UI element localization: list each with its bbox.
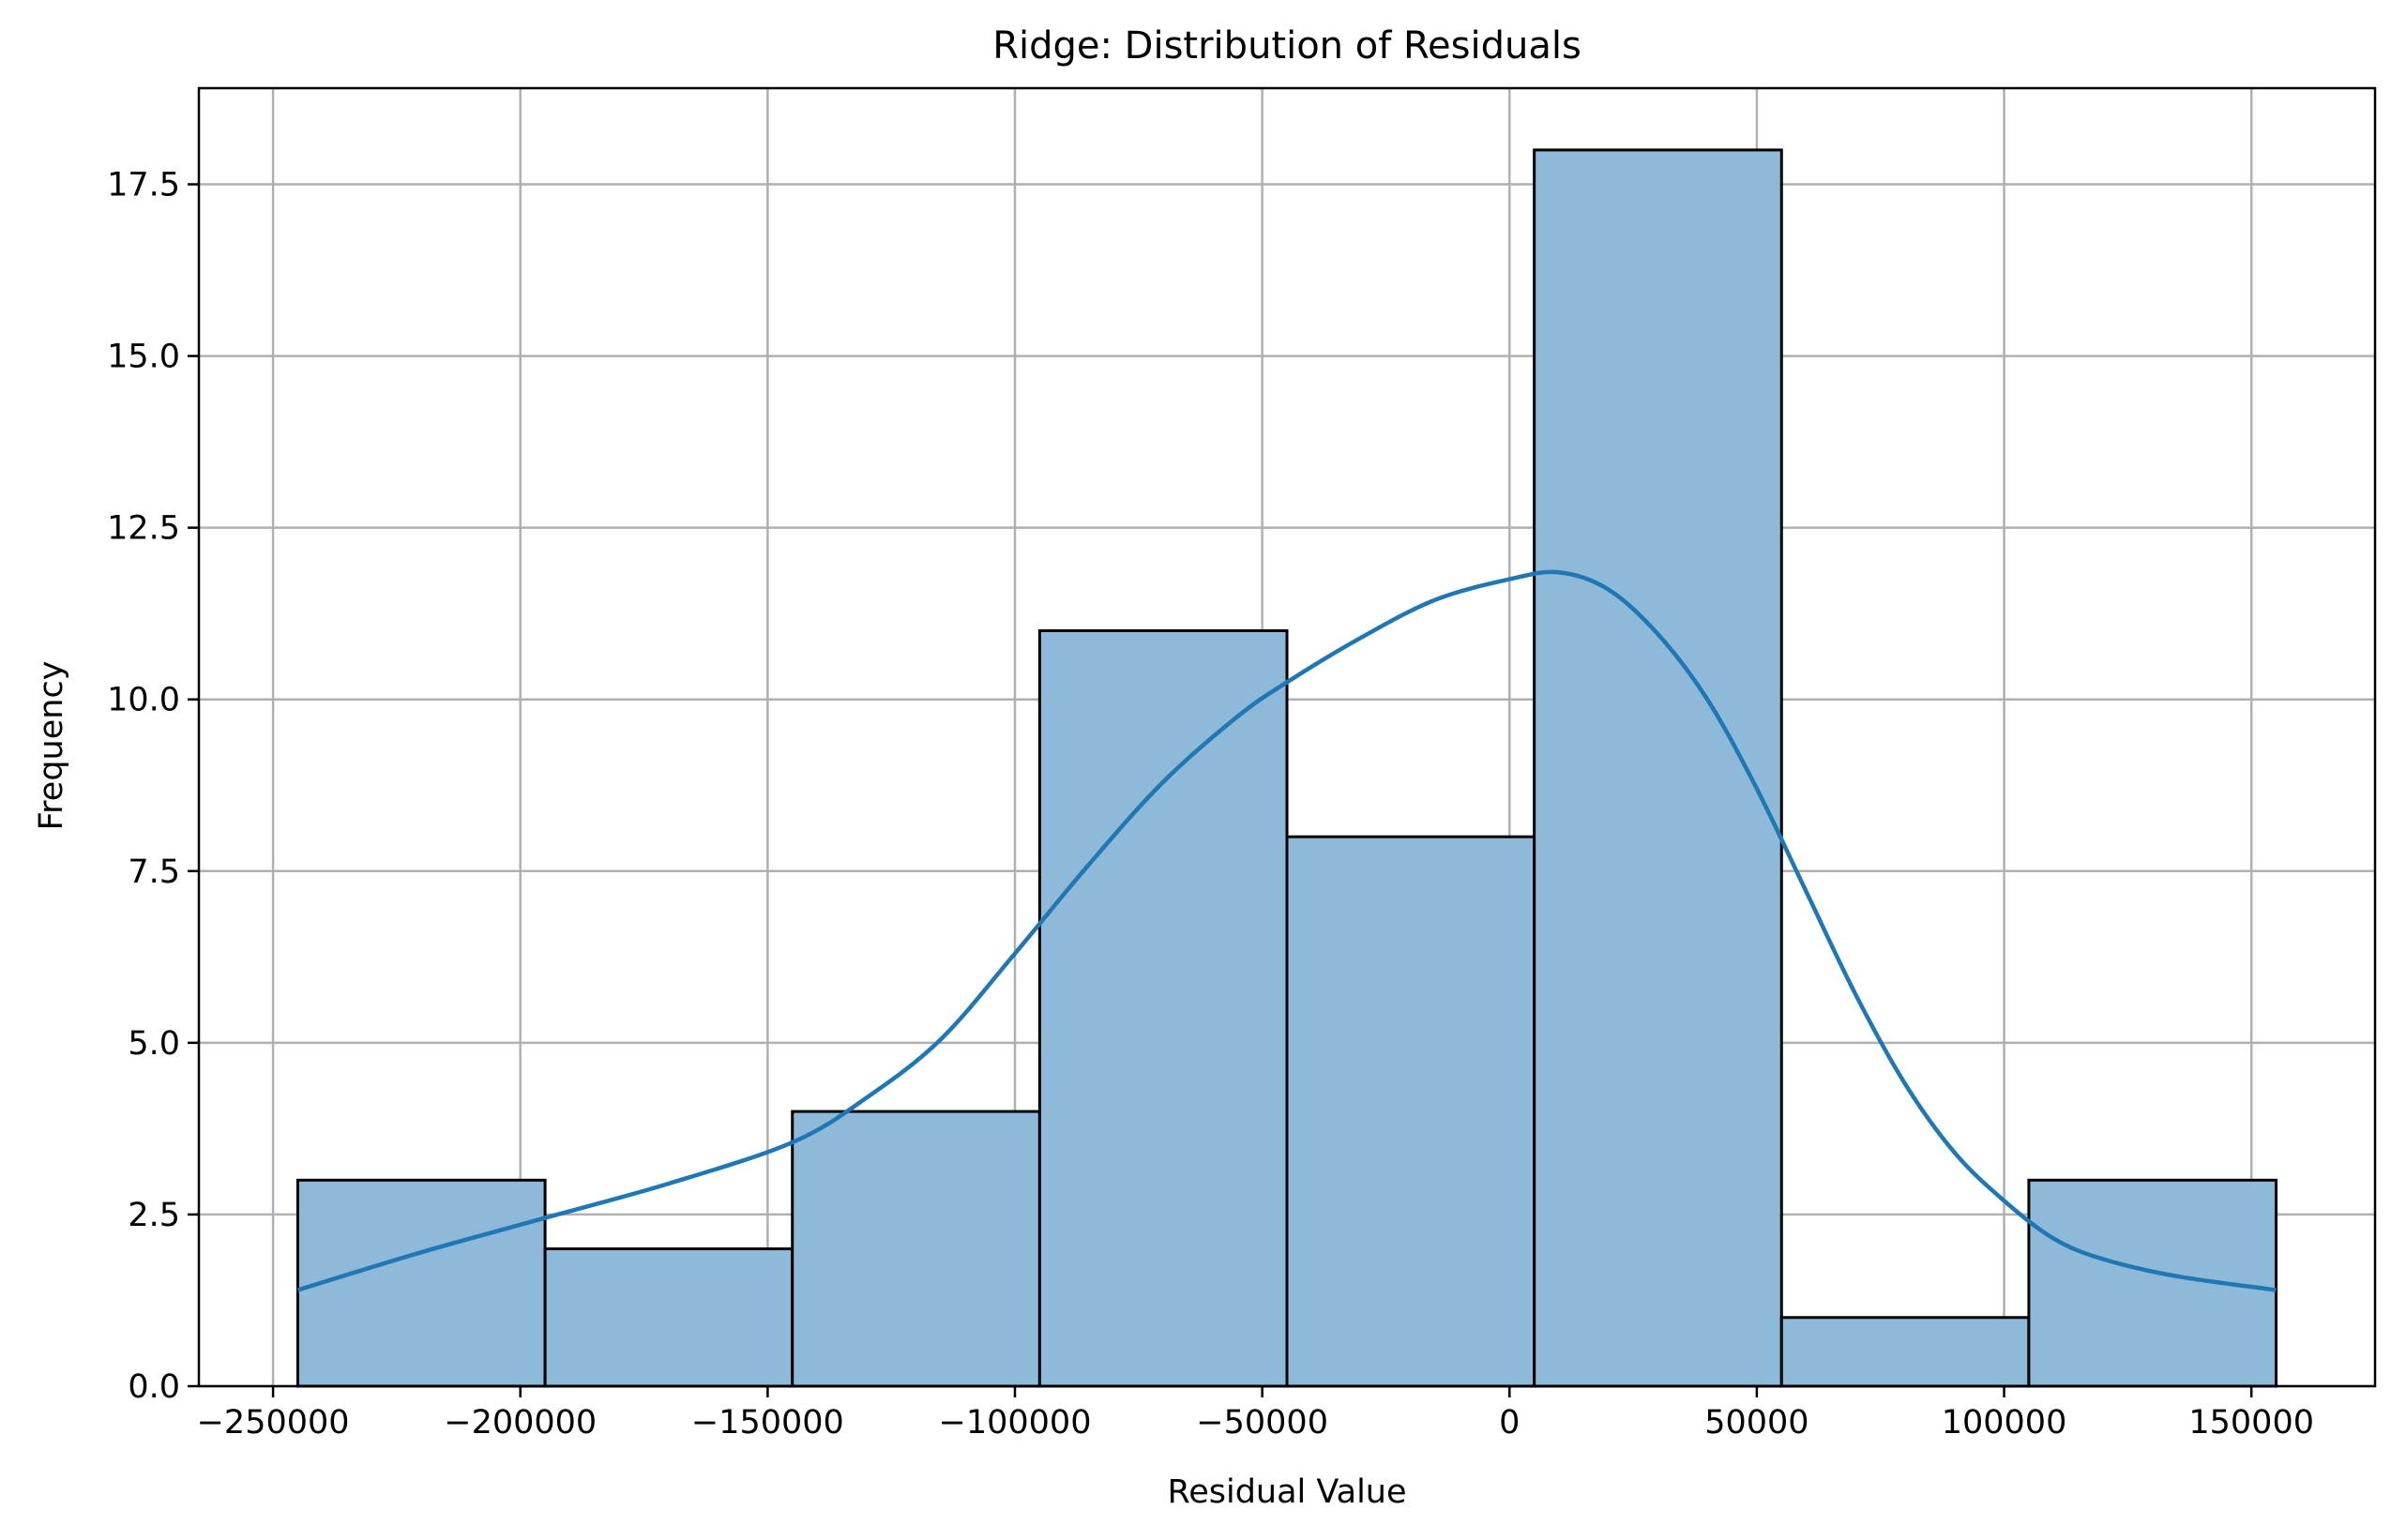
y-tick-label: 0.0 — [128, 1368, 180, 1406]
histogram-bars — [295, 148, 2278, 1388]
x-tick-label: 50000 — [1704, 1404, 1808, 1442]
histogram-bar — [543, 1247, 794, 1388]
y-axis-ticks: 0.0 2.5 5.0 7.5 10.0 12.5 15.0 17.5 — [107, 167, 199, 1406]
x-tick-label: −200000 — [444, 1404, 597, 1442]
y-tick-label: 5.0 — [128, 1025, 180, 1063]
x-axis-ticks: −250000 −200000 −150000 −100000 −50000 0 50000… — [197, 1386, 2314, 1442]
x-axis-label: Residual Value — [1167, 1473, 1406, 1511]
histogram-bar — [1533, 148, 1783, 1388]
x-tick-label: 150000 — [2188, 1404, 2314, 1442]
x-tick-label: 0 — [1499, 1404, 1520, 1442]
x-tick-label: −150000 — [691, 1404, 844, 1442]
y-tick-label: 7.5 — [128, 853, 180, 891]
y-tick-label: 10.0 — [107, 682, 180, 719]
kde-line — [296, 569, 2277, 1292]
chart-title: Ridge: Distribution of Residuals — [992, 24, 1581, 68]
x-tick-label: −250000 — [197, 1404, 350, 1442]
histogram-bar — [1037, 628, 1289, 1388]
histogram-bar — [295, 1178, 547, 1388]
histogram-bar — [1285, 835, 1536, 1388]
histogram-bar — [791, 1110, 1041, 1388]
y-tick-label: 15.0 — [107, 339, 180, 376]
y-tick-label: 12.5 — [107, 510, 180, 548]
y-tick-label: 17.5 — [107, 167, 180, 204]
kde-curve-group — [296, 569, 2277, 1292]
y-axis-label: Frequency — [33, 661, 70, 831]
y-tick-label: 2.5 — [128, 1197, 180, 1234]
x-tick-label: 100000 — [1942, 1404, 2067, 1442]
x-tick-label: −50000 — [1196, 1404, 1328, 1442]
histogram-bar — [1779, 1316, 2031, 1388]
x-tick-label: −100000 — [939, 1404, 1092, 1442]
plot-frame — [197, 86, 2377, 1388]
